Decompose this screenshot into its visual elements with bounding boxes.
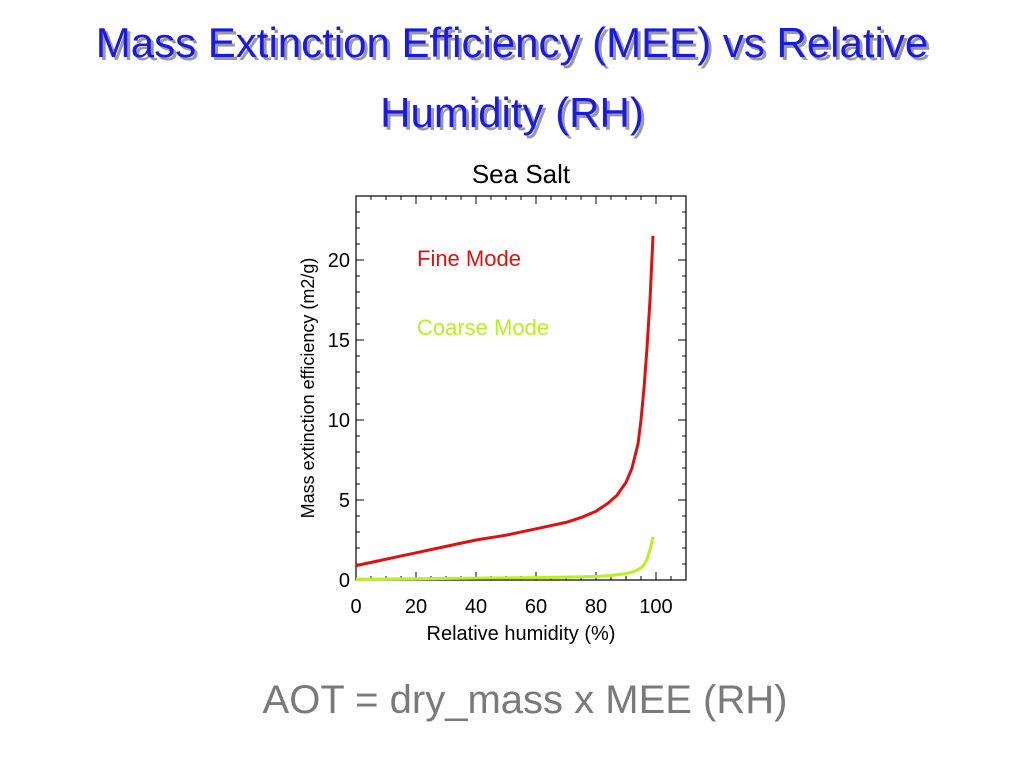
chart-title: Sea Salt	[472, 159, 571, 189]
legend: Fine Mode Coarse Mode	[417, 246, 549, 340]
y-tick-label: 15	[328, 330, 350, 352]
x-tick-label: 80	[585, 596, 607, 618]
x-tick-label: 40	[465, 596, 487, 618]
y-tick-label: 0	[339, 570, 350, 592]
series-line-coarse-mode	[355, 536, 655, 581]
y-tick-label: 5	[339, 490, 350, 512]
axis-ticks	[355, 196, 686, 581]
slide-title: Mass Extinction Efficiency (MEE) vs Rela…	[95, 19, 929, 136]
formula-text: AOT = dry_mass x MEE (RH)	[262, 678, 788, 722]
series-line-fine-mode	[355, 235, 655, 568]
legend-label-coarse-mode: Coarse Mode	[417, 315, 549, 340]
y-axis-label: Mass extinction efficiency (m2/g)	[298, 258, 318, 519]
x-tick-label: 60	[525, 596, 547, 618]
axis-tick-labels: 0 20 40 60 80 100 0 5 10 15 20	[328, 250, 673, 618]
y-tick-label: 10	[328, 410, 350, 432]
legend-label-fine-mode: Fine Mode	[417, 246, 521, 271]
plot-frame	[355, 195, 687, 581]
y-tick-label: 20	[328, 250, 350, 272]
series-lines	[355, 235, 655, 581]
x-tick-label: 20	[405, 596, 427, 618]
x-tick-label: 100	[639, 596, 672, 618]
x-tick-label: 0	[350, 596, 361, 618]
x-axis-label: Relative humidity (%)	[427, 623, 616, 645]
